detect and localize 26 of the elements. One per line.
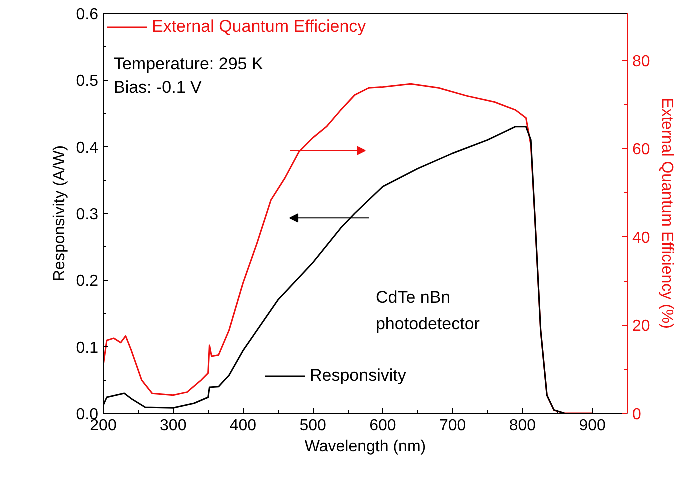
y-axis-title: Responsivity (A/W) xyxy=(51,145,68,282)
y2-tick-label: 20 xyxy=(632,318,650,336)
x-tick-label: 900 xyxy=(579,418,606,434)
x-tick-label: 600 xyxy=(370,418,396,434)
annotation: Temperature: 295 K xyxy=(114,54,264,74)
x-tick-label: 500 xyxy=(300,418,327,434)
y-tick-label: 0.4 xyxy=(76,140,99,157)
y2-tick-label: 60 xyxy=(632,142,650,159)
legend-label: Responsivity xyxy=(310,366,406,386)
x-axis-title: Wavelength (nm) xyxy=(304,438,426,456)
y-tick-label: 0.2 xyxy=(76,273,99,290)
y2-axis-title: External Quantum Efficiency (%) xyxy=(658,98,676,329)
annotation: Bias: -0.1 V xyxy=(114,78,203,97)
y-tick-label: 0.6 xyxy=(76,6,99,24)
x-tick-label: 700 xyxy=(439,418,466,434)
x-tick-label: 400 xyxy=(230,418,257,434)
y2-tick-label: 80 xyxy=(632,53,650,70)
x-tick-label: 300 xyxy=(160,418,187,434)
y2-tick-label: 40 xyxy=(632,230,650,247)
legend-label: External Quantum Efficiency xyxy=(152,17,366,37)
y-tick-label: 0.1 xyxy=(76,340,99,357)
y-tick-label: 0.3 xyxy=(76,206,99,224)
annotation: CdTe nBn photodetector xyxy=(376,288,480,334)
y2-tick-label: 0 xyxy=(632,406,642,424)
x-tick-label: 800 xyxy=(509,418,536,434)
y-tick-label: 0.5 xyxy=(76,73,99,90)
